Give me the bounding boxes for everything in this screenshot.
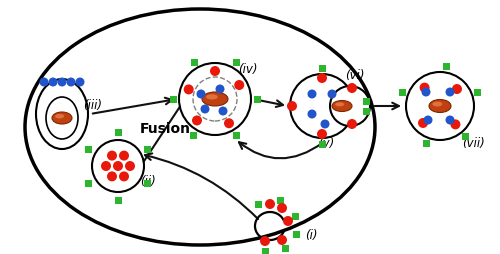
Circle shape [107, 151, 117, 161]
Text: (v): (v) [318, 137, 334, 151]
Ellipse shape [335, 102, 344, 106]
FancyBboxPatch shape [144, 180, 151, 186]
Circle shape [260, 236, 270, 246]
FancyBboxPatch shape [276, 197, 283, 203]
Ellipse shape [332, 101, 352, 112]
Ellipse shape [429, 100, 451, 113]
Circle shape [290, 74, 354, 138]
FancyBboxPatch shape [114, 197, 121, 203]
Circle shape [328, 89, 336, 99]
Circle shape [406, 72, 474, 140]
Circle shape [277, 235, 287, 245]
Circle shape [424, 116, 432, 124]
Circle shape [184, 84, 194, 94]
FancyBboxPatch shape [232, 59, 239, 66]
FancyBboxPatch shape [85, 180, 92, 186]
Circle shape [347, 83, 357, 93]
FancyBboxPatch shape [462, 133, 469, 140]
FancyBboxPatch shape [399, 89, 406, 96]
Circle shape [218, 106, 228, 116]
Circle shape [418, 118, 428, 128]
Circle shape [308, 109, 316, 119]
Ellipse shape [55, 114, 64, 118]
Circle shape [216, 85, 224, 93]
Circle shape [450, 119, 460, 129]
Circle shape [210, 66, 220, 76]
Circle shape [40, 77, 48, 87]
Circle shape [200, 104, 209, 114]
FancyBboxPatch shape [444, 63, 450, 70]
Circle shape [283, 216, 293, 226]
FancyBboxPatch shape [318, 65, 326, 71]
FancyBboxPatch shape [254, 200, 262, 208]
Circle shape [107, 171, 117, 181]
FancyBboxPatch shape [170, 96, 176, 103]
Circle shape [452, 84, 462, 94]
Circle shape [234, 80, 244, 90]
Text: (ii): (ii) [140, 176, 156, 188]
Ellipse shape [206, 94, 218, 100]
Text: (i): (i) [305, 230, 318, 243]
FancyBboxPatch shape [254, 96, 260, 103]
FancyBboxPatch shape [282, 245, 288, 251]
Circle shape [101, 161, 111, 171]
Ellipse shape [36, 79, 88, 149]
FancyBboxPatch shape [318, 140, 326, 148]
FancyBboxPatch shape [292, 213, 298, 219]
FancyBboxPatch shape [190, 59, 198, 66]
FancyBboxPatch shape [362, 98, 370, 104]
Circle shape [308, 89, 316, 99]
Circle shape [317, 129, 327, 139]
Circle shape [92, 140, 144, 192]
FancyBboxPatch shape [423, 140, 430, 147]
Circle shape [119, 171, 129, 181]
Circle shape [320, 119, 330, 129]
Circle shape [76, 77, 84, 87]
Circle shape [446, 87, 454, 97]
FancyBboxPatch shape [474, 89, 481, 96]
Text: Fusion: Fusion [140, 122, 190, 136]
Circle shape [420, 83, 430, 93]
Circle shape [48, 77, 58, 87]
FancyBboxPatch shape [292, 230, 300, 237]
Circle shape [330, 86, 370, 126]
Circle shape [125, 161, 135, 171]
Circle shape [113, 161, 123, 171]
Ellipse shape [52, 112, 72, 124]
Circle shape [196, 89, 205, 99]
Ellipse shape [432, 102, 442, 106]
Circle shape [58, 77, 66, 87]
Circle shape [422, 87, 430, 97]
Circle shape [347, 119, 357, 129]
Circle shape [265, 199, 275, 209]
Circle shape [446, 116, 454, 124]
Text: (vi): (vi) [345, 70, 364, 83]
FancyBboxPatch shape [262, 247, 268, 254]
FancyBboxPatch shape [362, 107, 370, 115]
Circle shape [277, 203, 287, 213]
Circle shape [287, 101, 297, 111]
FancyBboxPatch shape [232, 132, 239, 139]
Circle shape [224, 118, 234, 128]
Text: (iii): (iii) [83, 100, 102, 113]
FancyBboxPatch shape [85, 146, 92, 152]
Circle shape [179, 63, 251, 135]
Circle shape [66, 77, 76, 87]
FancyBboxPatch shape [144, 146, 151, 152]
Circle shape [192, 116, 202, 125]
Circle shape [119, 151, 129, 161]
Ellipse shape [202, 92, 228, 106]
Text: (vii): (vii) [462, 137, 485, 151]
Circle shape [317, 73, 327, 83]
Ellipse shape [46, 97, 78, 139]
Text: (iv): (iv) [238, 62, 258, 75]
FancyBboxPatch shape [190, 132, 198, 139]
FancyBboxPatch shape [114, 129, 121, 135]
